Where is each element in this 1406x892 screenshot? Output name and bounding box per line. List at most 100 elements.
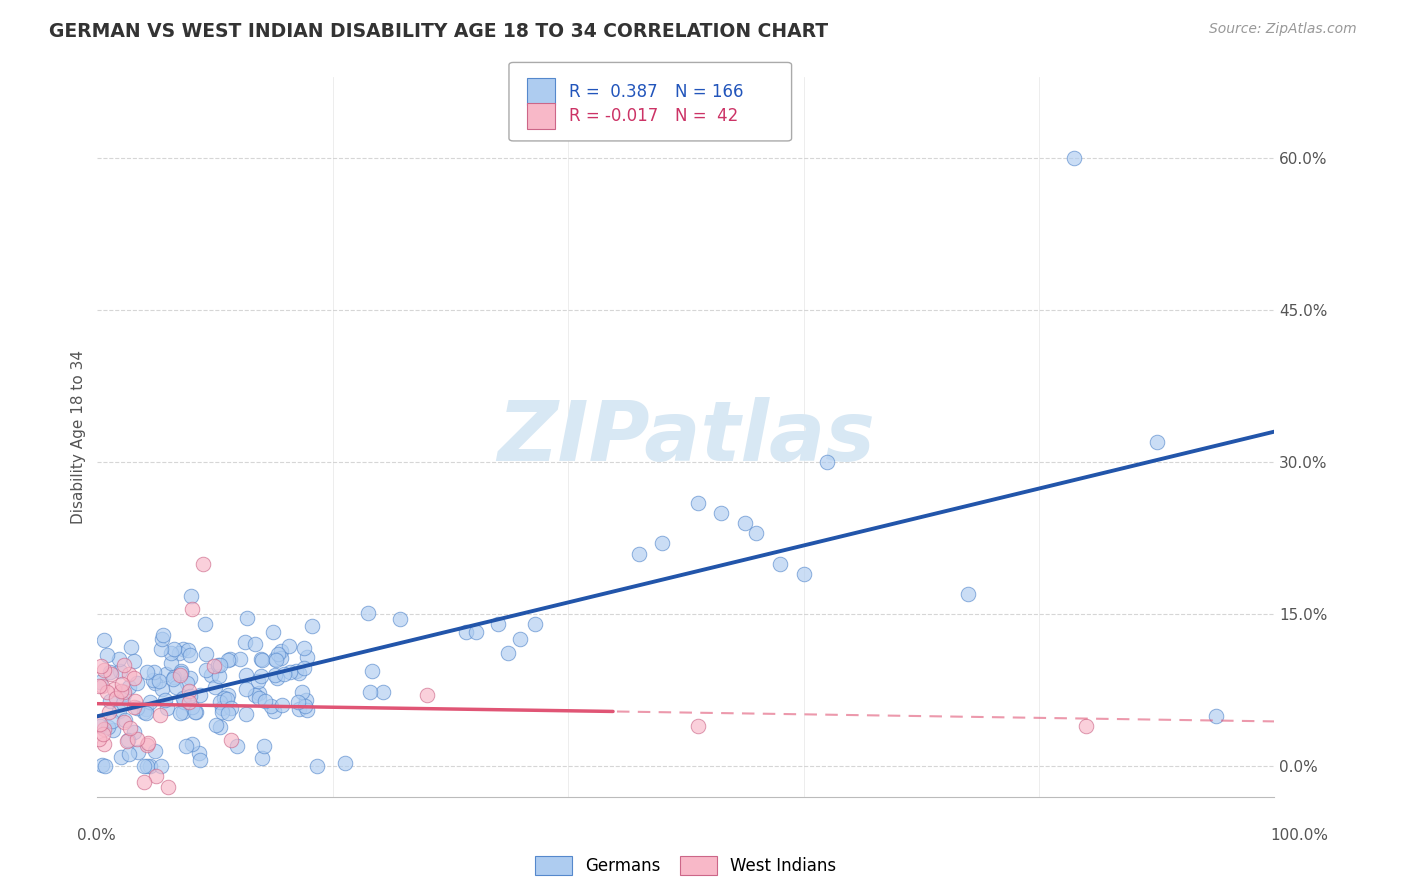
Point	[1074, 719, 1097, 733]
Point	[98, 665, 121, 680]
Point	[271, 698, 294, 712]
Point	[509, 632, 531, 647]
Point	[108, 705, 131, 719]
Point	[193, 557, 215, 571]
Point	[686, 496, 709, 510]
Point	[179, 648, 201, 662]
Point	[136, 736, 159, 750]
Point	[745, 526, 768, 541]
Point	[91, 679, 114, 693]
Point	[278, 665, 301, 680]
Point	[124, 694, 146, 708]
Point	[101, 714, 124, 728]
Point	[163, 641, 186, 656]
Point	[143, 675, 166, 690]
Point	[250, 652, 273, 666]
Point	[292, 641, 315, 656]
Point	[686, 719, 709, 733]
Point	[120, 721, 142, 735]
Point	[127, 701, 149, 715]
Point	[217, 706, 239, 720]
Point	[734, 516, 756, 531]
Point	[177, 642, 200, 657]
Point	[93, 663, 115, 677]
Point	[174, 739, 197, 753]
Point	[93, 737, 115, 751]
Point	[204, 680, 226, 694]
Point	[250, 669, 273, 683]
Point	[135, 702, 157, 716]
Point	[188, 747, 211, 761]
Point	[89, 680, 111, 694]
Point	[111, 696, 134, 710]
Point	[112, 715, 135, 730]
Text: N = 166: N = 166	[675, 83, 744, 101]
Point	[179, 671, 201, 685]
Point	[181, 700, 204, 714]
Point	[184, 705, 207, 719]
Point	[180, 589, 202, 603]
Text: 100.0%: 100.0%	[1271, 828, 1329, 843]
Point	[114, 658, 136, 673]
Point	[263, 668, 285, 682]
Point	[287, 695, 309, 709]
Point	[139, 759, 162, 773]
Point	[100, 667, 122, 681]
Point	[149, 641, 172, 656]
Point	[211, 700, 233, 714]
Point	[208, 668, 231, 682]
Point	[156, 780, 179, 794]
Point	[103, 681, 125, 696]
Point	[89, 719, 111, 733]
Point	[235, 706, 257, 721]
Point	[125, 731, 148, 746]
Point	[217, 688, 239, 702]
Point	[291, 685, 314, 699]
Point	[93, 722, 115, 736]
Point	[295, 650, 318, 665]
Point	[135, 665, 157, 679]
Point	[288, 665, 311, 680]
Point	[177, 695, 200, 709]
Point	[112, 687, 135, 701]
Point	[523, 616, 546, 631]
Point	[297, 703, 319, 717]
Point	[87, 732, 110, 747]
Point	[169, 668, 191, 682]
Point	[294, 698, 316, 713]
Point	[103, 723, 125, 738]
Point	[416, 689, 439, 703]
Point	[110, 684, 132, 698]
Point	[373, 685, 395, 699]
Point	[486, 616, 509, 631]
Point	[118, 666, 141, 681]
Point	[172, 642, 194, 657]
Point	[98, 706, 121, 720]
Point	[270, 651, 292, 665]
Point	[793, 566, 815, 581]
Point	[136, 738, 159, 752]
Point	[627, 547, 650, 561]
Point	[769, 557, 792, 571]
Point	[247, 690, 270, 705]
Point	[235, 611, 257, 625]
Point	[124, 700, 146, 714]
Point	[132, 706, 155, 720]
Point	[160, 656, 183, 670]
Point	[263, 704, 285, 718]
Point	[262, 625, 284, 640]
Point	[176, 675, 198, 690]
Point	[496, 646, 519, 660]
Point	[122, 725, 145, 739]
Point	[278, 639, 301, 653]
Point	[117, 732, 139, 747]
Point	[145, 769, 167, 783]
Point	[1205, 708, 1227, 723]
Point	[96, 648, 118, 662]
Point	[135, 706, 157, 720]
Point	[200, 668, 222, 682]
Point	[114, 685, 136, 699]
Point	[194, 663, 217, 677]
Point	[292, 661, 315, 675]
Point	[152, 627, 174, 641]
